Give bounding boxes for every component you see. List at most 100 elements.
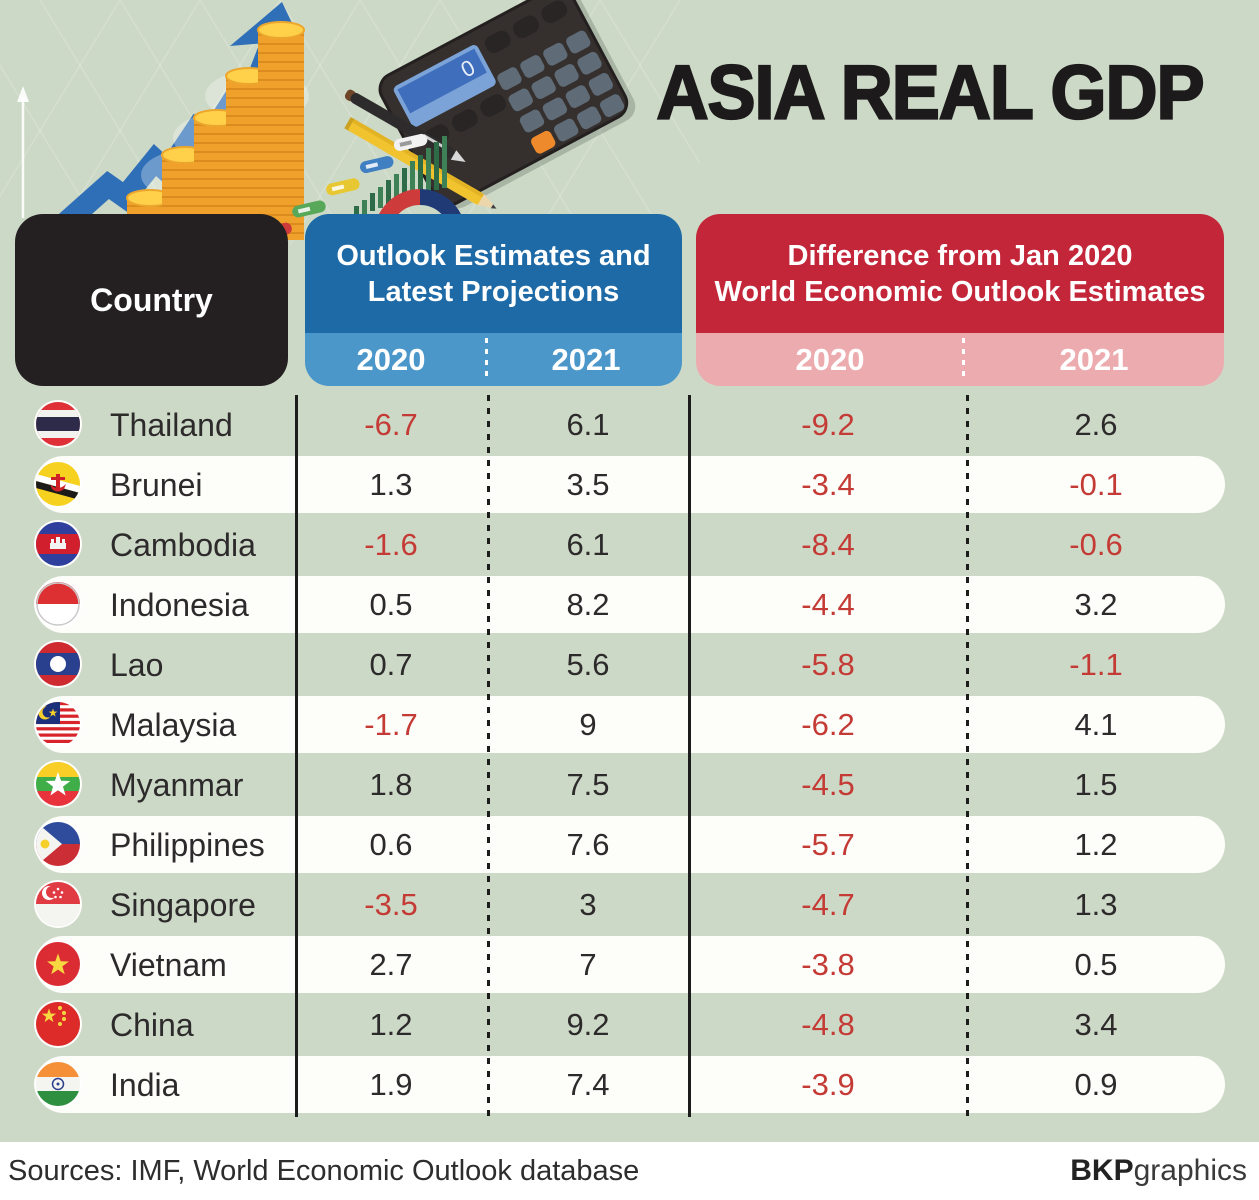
lao-flag-icon (36, 642, 80, 686)
country-name: India (110, 1067, 180, 1103)
table-row: Lao 0.7 5.6 -5.8 -1.1 (0, 635, 1259, 695)
diff-2021-value: 4.1 (1074, 707, 1118, 742)
outlook-2020-value: -1.7 (364, 707, 418, 742)
column-divider-dotted (966, 395, 969, 1117)
country-name: Malaysia (110, 707, 237, 743)
outlook-2020-value: 1.9 (369, 1067, 413, 1102)
outlook-2021-value: 9 (579, 707, 597, 742)
diff-2021-value: -0.1 (1069, 467, 1123, 502)
diff-2020-value: -3.4 (801, 467, 855, 502)
dotted-separator (485, 338, 488, 381)
column-divider-solid (688, 395, 691, 1117)
outlook-2020-value: 0.6 (369, 827, 413, 862)
malaysia-flag-icon (36, 702, 80, 746)
gdp-table: Thailand -6.7 6.1 -9.2 2.6 Brunei 1.3 3.… (0, 395, 1259, 1115)
outlook-2020-value: 0.5 (369, 587, 413, 622)
country-header-label: Country (90, 281, 213, 318)
outlook-2021-value: 5.6 (566, 647, 610, 682)
table-row: Indonesia 0.5 8.2 -4.4 3.2 (0, 575, 1259, 635)
difference-year-2021: 2021 (1059, 342, 1129, 377)
white-axis-arrow-icon (17, 86, 29, 218)
brunei-flag-icon (36, 462, 80, 506)
diff-2021-value: 1.2 (1074, 827, 1118, 862)
china-flag-icon (36, 1002, 80, 1046)
country-name: Indonesia (110, 587, 249, 623)
growth-illustration: 0 (0, 0, 700, 245)
singapore-flag-icon (36, 882, 80, 926)
credit-text: BKPgraphics (1070, 1142, 1247, 1200)
difference-section-title: Difference from Jan 2020 World Economic … (696, 214, 1224, 333)
diff-2020-value: -6.2 (801, 707, 855, 742)
difference-section-header: Difference from Jan 2020 World Economic … (696, 214, 1224, 386)
myanmar-flag-icon (36, 762, 80, 806)
outlook-year-2020: 2020 (356, 342, 426, 377)
outlook-2020-value: 1.2 (369, 1007, 413, 1042)
outlook-2020-value: 1.8 (369, 767, 413, 802)
diff-2020-value: -4.5 (801, 767, 855, 802)
diff-2020-value: -4.8 (801, 1007, 855, 1042)
diff-2021-value: -0.6 (1069, 527, 1123, 562)
vietnam-flag-icon (36, 942, 80, 986)
page-title: ASIA REAL GDP (655, 49, 1205, 136)
outlook-2020-value: -1.6 (364, 527, 418, 562)
outlook-2021-value: 3.5 (566, 467, 610, 502)
table-row: Cambodia -1.6 6.1 -8.4 -0.6 (0, 515, 1259, 575)
outlook-2021-value: 7.4 (566, 1067, 610, 1102)
mini-bar-chart-icon (354, 136, 447, 216)
diff-2020-value: -8.4 (801, 527, 855, 562)
diff-2020-value: -4.4 (801, 587, 855, 622)
outlook-2021-value: 6.1 (566, 527, 610, 562)
sources-text: Sources: IMF, World Economic Outlook dat… (8, 1155, 640, 1187)
outlook-section-title: Outlook Estimates and Latest Projections (305, 214, 682, 333)
diff-2021-value: 0.5 (1074, 947, 1118, 982)
outlook-2021-value: 7.6 (566, 827, 610, 862)
dotted-separator (962, 338, 965, 381)
credit-regular: graphics (1133, 1154, 1247, 1187)
country-name: Brunei (110, 467, 203, 503)
table-row: Singapore -3.5 3 -4.7 1.3 (0, 875, 1259, 935)
outlook-year-band: 2020 2021 (305, 333, 682, 386)
difference-year-2020: 2020 (795, 342, 865, 377)
outlook-2020-value: -3.5 (364, 887, 418, 922)
footer: Sources: IMF, World Economic Outlook dat… (0, 1142, 1259, 1200)
outlook-2021-value: 6.1 (566, 407, 610, 442)
philippines-flag-icon (36, 822, 80, 866)
diff-2021-value: 3.2 (1074, 587, 1118, 622)
diff-2020-value: -4.7 (801, 887, 855, 922)
country-name: China (110, 1007, 194, 1043)
diff-2020-value: -5.8 (801, 647, 855, 682)
country-column-header: Country (15, 214, 288, 386)
outlook-2021-value: 9.2 (566, 1007, 610, 1042)
table-row: Philippines 0.6 7.6 -5.7 1.2 (0, 815, 1259, 875)
outlook-2021-value: 3 (579, 887, 597, 922)
outlook-2021-value: 7.5 (566, 767, 610, 802)
india-flag-icon (36, 1062, 80, 1106)
diff-2020-value: -3.8 (801, 947, 855, 982)
table-row: India 1.9 7.4 -3.9 0.9 (0, 1055, 1259, 1115)
country-name: Lao (110, 647, 164, 683)
outlook-2021-value: 7 (579, 947, 597, 982)
diff-2020-value: -5.7 (801, 827, 855, 862)
indonesia-flag-icon (36, 582, 80, 626)
outlook-2021-value: 8.2 (566, 587, 610, 622)
country-name: Myanmar (110, 767, 244, 803)
difference-year-band: 2020 2021 (696, 333, 1224, 386)
column-divider-solid (295, 395, 298, 1117)
table-row: Malaysia -1.7 9 -6.2 4.1 (0, 695, 1259, 755)
outlook-2020-value: 0.7 (369, 647, 413, 682)
outlook-2020-value: 1.3 (369, 467, 413, 502)
diff-2020-value: -9.2 (801, 407, 855, 442)
diff-2021-value: 2.6 (1074, 407, 1118, 442)
diff-2021-value: 1.3 (1074, 887, 1118, 922)
diff-2021-value: 1.5 (1074, 767, 1118, 802)
country-name: Vietnam (110, 947, 227, 983)
outlook-2020-value: -6.7 (364, 407, 418, 442)
cambodia-flag-icon (36, 522, 80, 566)
outlook-2020-value: 2.7 (369, 947, 413, 982)
diff-2020-value: -3.9 (801, 1067, 855, 1102)
table-row: Brunei 1.3 3.5 -3.4 -0.1 (0, 455, 1259, 515)
table-row: Myanmar 1.8 7.5 -4.5 1.5 (0, 755, 1259, 815)
country-name: Cambodia (110, 527, 256, 563)
country-name: Thailand (110, 407, 233, 443)
credit-bold: BKP (1070, 1154, 1134, 1187)
